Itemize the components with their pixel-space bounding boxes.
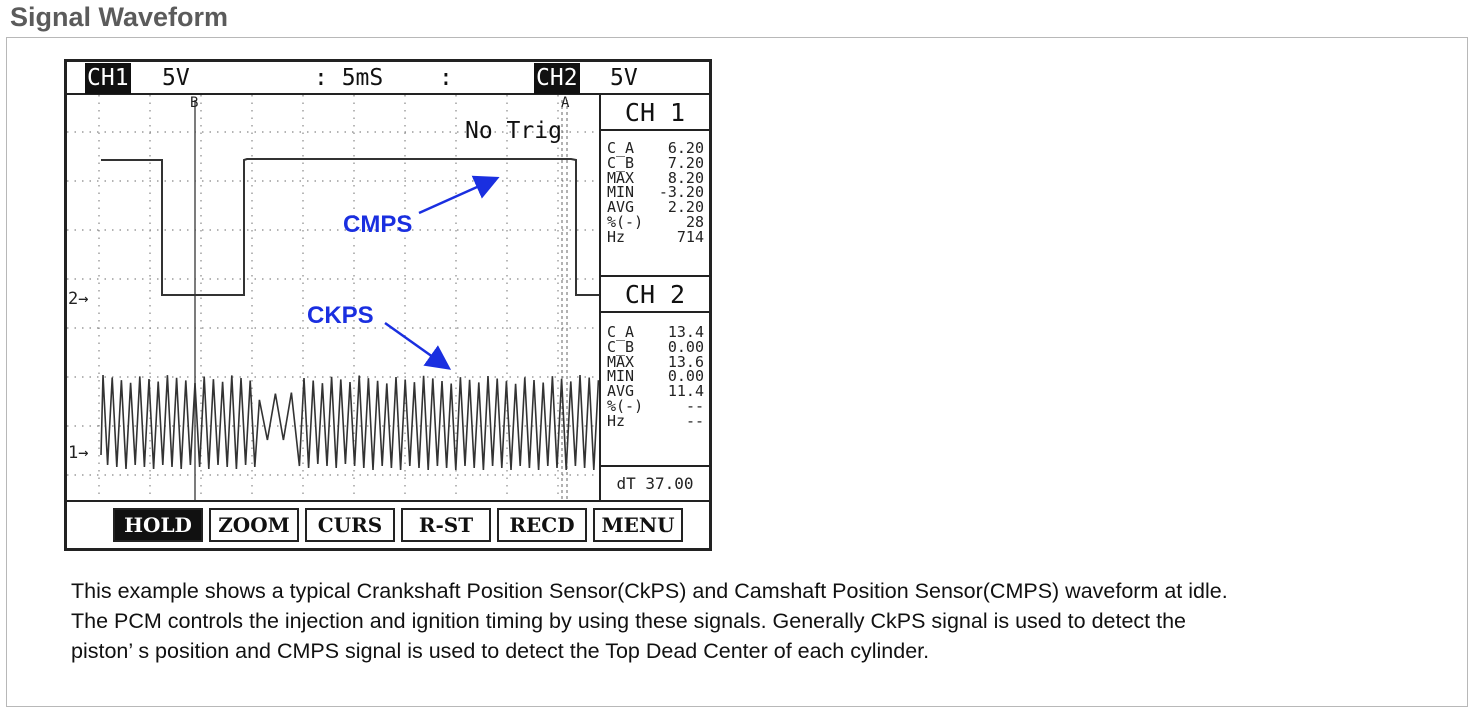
menu-button[interactable]: MENU — [593, 508, 683, 542]
ch1-label: CH1 — [85, 63, 131, 94]
ch1-stats: C_A 6.20 C_B 7.20 MAX 8.20 MIN -3.20 AVG 2.20 %(-)… — [601, 131, 709, 277]
stat-label: C_B — [607, 337, 635, 356]
hold-button[interactable]: HOLD — [113, 508, 203, 542]
ckps-arrow — [384, 321, 452, 370]
ch2-stats: C_A 13.4 C_B 0.00 MAX 13.6 MIN 0.00 AVG 11.4 %(-) -… — [601, 313, 709, 467]
stat-label: AVG — [607, 382, 635, 401]
stat-row: AVG 11.4 — [601, 384, 709, 399]
ch2-scale: 5V — [610, 65, 638, 91]
stat-row: MIN -3.20 — [601, 185, 709, 200]
waveform-plot: B A 2→ 1→ No Trig CMPS CKPS — [67, 95, 601, 500]
stat-label: C_A — [607, 139, 635, 157]
record-button[interactable]: RECD — [497, 508, 587, 542]
stat-value: 6.20 — [667, 139, 704, 157]
stat-label: MAX — [607, 352, 635, 371]
stat-label: C_A — [607, 323, 635, 341]
cmps-waveform — [101, 158, 599, 296]
stat-row: Hz 714 — [601, 227, 709, 246]
stat-row: MAX 8.20 — [601, 168, 709, 187]
stat-row: AVG 2.20 — [601, 200, 709, 215]
stat-label: C_B — [607, 153, 635, 172]
stat-value: 28 — [685, 212, 704, 231]
stat-value: 13.6 — [667, 352, 704, 371]
stat-label: Hz — [607, 411, 626, 430]
ch1-scale: 5V — [162, 65, 190, 91]
status-separator: : — [439, 65, 453, 91]
ckps-waveform — [100, 374, 599, 471]
stat-row: MIN 0.00 — [601, 369, 709, 384]
caption-line: This example shows a typical Crankshaft … — [71, 579, 1228, 603]
plot-grid — [67, 95, 599, 500]
stat-value: 7.20 — [667, 153, 704, 172]
stat-row: C_A 6.20 — [601, 141, 709, 156]
reset-button[interactable]: R-ST — [401, 508, 491, 542]
stat-value: 714 — [676, 227, 704, 246]
stat-value: 0.00 — [667, 367, 704, 386]
cursor-button[interactable]: CURS — [305, 508, 395, 542]
stat-value: 13.4 — [667, 323, 704, 341]
cmps-annotation: CMPS — [343, 211, 413, 238]
page-title: Signal Waveform — [10, 2, 229, 32]
stat-label: MAX — [607, 168, 635, 187]
zoom-button[interactable]: ZOOM — [209, 508, 299, 542]
stat-value: 2.20 — [667, 198, 704, 217]
stat-value: -3.20 — [658, 183, 704, 202]
trigger-status: No Trig — [465, 118, 562, 144]
stat-row: MAX 13.6 — [601, 352, 709, 371]
stat-label: Hz — [607, 227, 626, 246]
stat-value: -- — [685, 411, 704, 430]
ch1-ground-marker: 1→ — [68, 443, 88, 463]
stat-value: 0.00 — [667, 337, 704, 356]
stat-value: -- — [685, 396, 704, 415]
stat-row: Hz -- — [601, 411, 709, 430]
content-frame — [6, 37, 1468, 707]
caption-line: The PCM controls the injection and ignit… — [71, 609, 1187, 633]
ch2-panel-title: CH 2 — [601, 277, 709, 313]
cursor-b-label: B — [190, 95, 198, 111]
cursor-a-label: A — [561, 95, 570, 111]
stat-label: %(-) — [607, 396, 644, 415]
ch2-ground-marker: 2→ — [68, 289, 88, 309]
stat-value: 11.4 — [667, 382, 704, 401]
oscilloscope-screen: CH1 5V : 5mS : CH2 5V B A 2→ 1→ No Trig — [64, 59, 712, 551]
ch2-label: CH2 — [534, 63, 580, 94]
stat-row: C_B 0.00 — [601, 337, 709, 356]
stat-label: AVG — [607, 198, 635, 217]
ckps-annotation: CKPS — [307, 302, 374, 329]
stat-label: MIN — [607, 183, 635, 202]
stat-row: %(-) -- — [601, 396, 709, 415]
scope-status-bar: CH1 5V : 5mS : CH2 5V — [67, 62, 709, 95]
cmps-arrow — [418, 175, 500, 215]
stat-label: %(-) — [607, 212, 644, 231]
stat-row: %(-) 28 — [601, 212, 709, 231]
measurement-panel: CH 1 C_A 6.20 C_B 7.20 MAX 8.20 MIN -3.20 AVG 2.2… — [601, 95, 709, 500]
caption-line: piston’ s position and CMPS signal is us… — [71, 639, 930, 663]
timebase-readout: : 5mS — [314, 65, 384, 91]
description-text: This example shows a typical Crankshaft … — [71, 576, 1461, 666]
delta-time-readout: dT 37.00 — [616, 474, 694, 493]
stat-row: C_B 7.20 — [601, 153, 709, 172]
waveform-canvas: B A 2→ 1→ No Trig — [67, 95, 599, 500]
stat-label: MIN — [607, 367, 635, 386]
stat-value: 8.20 — [667, 168, 704, 187]
softkey-bar: HOLD ZOOM CURS R-ST RECD MENU — [67, 500, 709, 548]
stat-row: C_A 13.4 — [601, 325, 709, 340]
ch1-panel-title: CH 1 — [601, 95, 709, 131]
